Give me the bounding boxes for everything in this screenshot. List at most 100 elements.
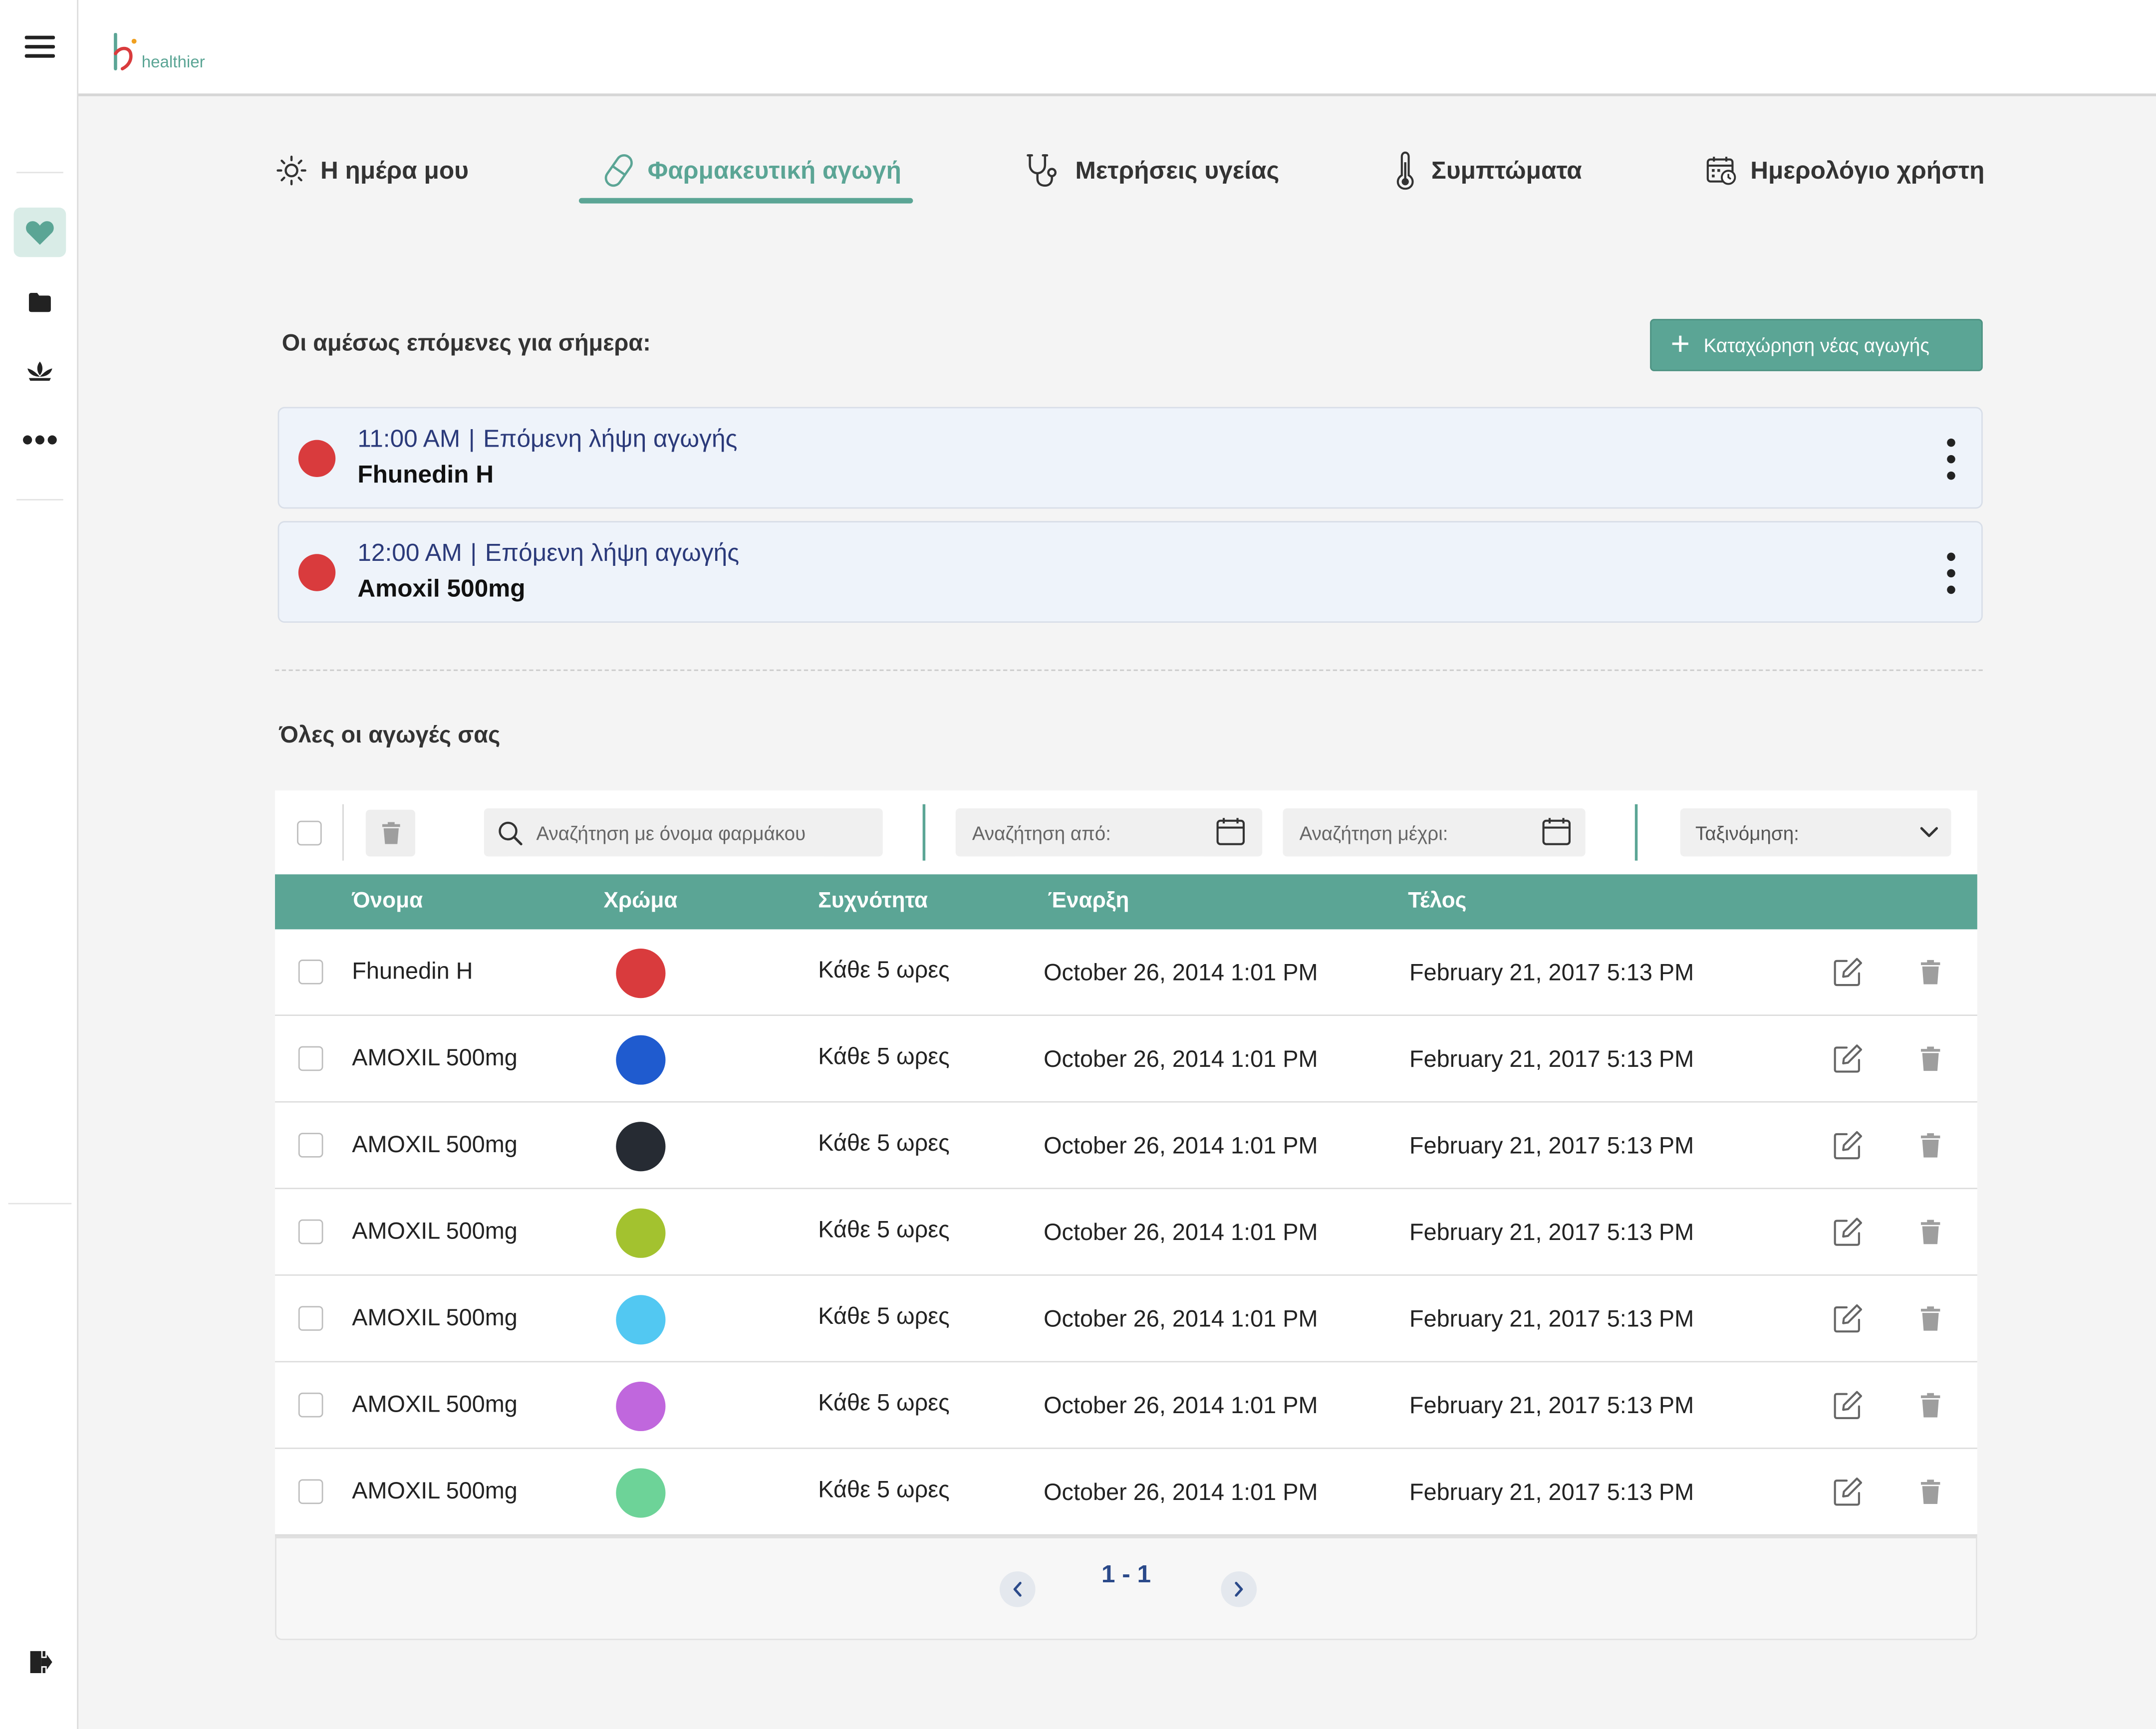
section-divider: [275, 669, 1983, 671]
search-field[interactable]: [484, 808, 883, 857]
sidebar-divider: [8, 1203, 72, 1205]
row-frequency: Κάθε 5 ωρες: [818, 1043, 950, 1070]
edit-row-button[interactable]: [1832, 1302, 1865, 1335]
search-input[interactable]: [536, 821, 883, 844]
delete-row-button[interactable]: [1914, 1216, 1947, 1248]
edit-row-button[interactable]: [1832, 1475, 1865, 1508]
table-row[interactable]: AMOXIL 500mg Κάθε 5 ωρες October 26, 2014 …: [275, 1362, 1977, 1449]
chevron-right-icon: [1235, 1582, 1243, 1597]
logout-button[interactable]: [14, 1637, 66, 1687]
table-row[interactable]: Fhunedin H Κάθε 5 ωρες October 26, 2014 1:…: [275, 929, 1977, 1016]
tab-user-calendar[interactable]: Ημερολόγιο χρήστη: [1706, 138, 1985, 204]
column-header-name[interactable]: Όνομα: [352, 889, 423, 913]
calendar-icon: [1542, 818, 1571, 845]
tab-health-measurements[interactable]: Μετρήσεις υγείας: [1026, 138, 1279, 204]
edit-row-button[interactable]: [1832, 956, 1865, 988]
previous-page-button[interactable]: [999, 1571, 1036, 1607]
table-row[interactable]: AMOXIL 500mg Κάθε 5 ωρες October 26, 2014 …: [275, 1016, 1977, 1103]
upcoming-time: 12:00 AM: [357, 538, 462, 567]
sidebar-item-more[interactable]: [14, 415, 66, 465]
delete-row-button[interactable]: [1914, 1302, 1947, 1335]
table-row[interactable]: AMOXIL 500mg Κάθε 5 ωρες October 26, 2014 …: [275, 1189, 1977, 1276]
row-color-swatch: [616, 1295, 666, 1345]
edit-icon: [1834, 1044, 1863, 1073]
next-page-button[interactable]: [1221, 1571, 1257, 1607]
row-checkbox[interactable]: [298, 1306, 323, 1331]
edit-row-button[interactable]: [1832, 1042, 1865, 1075]
delete-row-button[interactable]: [1914, 1389, 1947, 1422]
date-to-input[interactable]: [1299, 821, 1533, 844]
select-all-checkbox[interactable]: [297, 820, 322, 846]
sidebar-item-files[interactable]: [14, 278, 66, 327]
row-name: AMOXIL 500mg: [352, 1044, 518, 1071]
edit-row-button[interactable]: [1832, 1129, 1865, 1162]
date-from-input[interactable]: [972, 821, 1206, 844]
page-range: 1 - 1: [1101, 1560, 1151, 1588]
row-name: AMOXIL 500mg: [352, 1218, 518, 1244]
date-from-field[interactable]: [955, 808, 1263, 857]
toolbar-divider: [1634, 804, 1638, 861]
table-header: Όνομα Χρώμα Συχνότητα Έναρξη Τέλος: [275, 874, 1977, 930]
tab-symptoms[interactable]: Συμπτώματα: [1393, 138, 1582, 204]
edit-row-button[interactable]: [1832, 1389, 1865, 1422]
delete-row-button[interactable]: [1914, 1475, 1947, 1508]
more-horizontal-icon: [23, 435, 57, 445]
tab-medication[interactable]: Φαρμακευτική αγωγή: [603, 138, 901, 204]
active-tab-indicator: [578, 198, 913, 204]
table-row[interactable]: AMOXIL 500mg Κάθε 5 ωρες October 26, 2014 …: [275, 1275, 1977, 1363]
edit-row-button[interactable]: [1832, 1216, 1865, 1248]
trash-icon: [1920, 1220, 1940, 1244]
tab-label: Συμπτώματα: [1431, 156, 1582, 184]
sort-dropdown[interactable]: Ταξινόμηση:: [1680, 808, 1951, 857]
tab-label: Φαρμακευτική αγωγή: [647, 156, 901, 184]
row-checkbox[interactable]: [298, 1479, 323, 1504]
toolbar-divider: [342, 804, 344, 861]
upcoming-label: Επόμενη λήψη αγωγής: [485, 538, 740, 567]
row-start: October 26, 2014 1:01 PM: [1044, 1133, 1318, 1159]
row-end: February 21, 2017 5:13 PM: [1409, 1479, 1694, 1505]
calendar-clock-icon: [1706, 157, 1736, 185]
column-header-end[interactable]: Τέλος: [1408, 889, 1467, 913]
sidebar-item-health[interactable]: [13, 208, 66, 257]
row-start: October 26, 2014 1:01 PM: [1044, 960, 1318, 986]
column-header-start[interactable]: Έναρξη: [1048, 889, 1129, 913]
table-row[interactable]: AMOXIL 500mg Κάθε 5 ωρες October 26, 2014 …: [275, 1102, 1977, 1190]
tab-label: Μετρήσεις υγείας: [1075, 156, 1280, 184]
healthier-logo[interactable]: healthier: [111, 33, 205, 71]
more-options-button[interactable]: [1940, 552, 1962, 594]
row-name: Fhunedin H: [352, 958, 473, 985]
row-checkbox[interactable]: [298, 1046, 323, 1071]
row-checkbox[interactable]: [298, 960, 323, 985]
upcoming-drug-name: Fhunedin H: [357, 460, 494, 489]
delete-row-button[interactable]: [1914, 1129, 1947, 1162]
row-color-swatch: [616, 1468, 666, 1518]
delete-row-button[interactable]: [1914, 1042, 1947, 1075]
row-checkbox[interactable]: [298, 1392, 323, 1418]
upcoming-item[interactable]: 11:00 AM | Επόμενη λήψη αγωγής Fhunedin H: [277, 407, 1983, 509]
row-checkbox[interactable]: [298, 1133, 323, 1158]
column-header-color[interactable]: Χρώμα: [603, 889, 678, 913]
more-options-button[interactable]: [1940, 438, 1962, 480]
delete-row-button[interactable]: [1914, 956, 1947, 988]
row-end: February 21, 2017 5:13 PM: [1409, 960, 1694, 986]
logout-icon: [30, 1651, 52, 1673]
kebab-dot: [1947, 569, 1955, 578]
upcoming-item[interactable]: 12:00 AM | Επόμενη λήψη αγωγής Amoxil 500m…: [277, 521, 1983, 623]
table-row[interactable]: AMOXIL 500mg Κάθε 5 ωρες October 26, 2014 …: [275, 1449, 1977, 1536]
sidebar-item-wellness[interactable]: [14, 346, 66, 396]
upcoming-separator: |: [468, 425, 475, 453]
bulk-delete-button[interactable]: [365, 809, 416, 857]
add-new-medication-button[interactable]: + Καταχώρηση νέας αγωγής: [1650, 319, 1983, 371]
column-header-frequency[interactable]: Συχνότητα: [818, 889, 928, 913]
hamburger-icon: [24, 35, 55, 58]
hamburger-menu-button[interactable]: [14, 22, 66, 71]
medication-color-dot: [298, 440, 336, 478]
upcoming-time-line: 12:00 AM | Επόμενη λήψη αγωγής: [357, 539, 739, 568]
date-to-field[interactable]: [1283, 808, 1586, 857]
toolbar-divider: [922, 804, 926, 861]
row-checkbox[interactable]: [298, 1219, 323, 1244]
main-tabs: Η ημέρα μου Φαρμακευτική αγωγή Μετρήσεις…: [0, 138, 2156, 207]
tab-my-day[interactable]: Η ημέρα μου: [276, 138, 469, 204]
row-color-swatch: [616, 1381, 666, 1432]
